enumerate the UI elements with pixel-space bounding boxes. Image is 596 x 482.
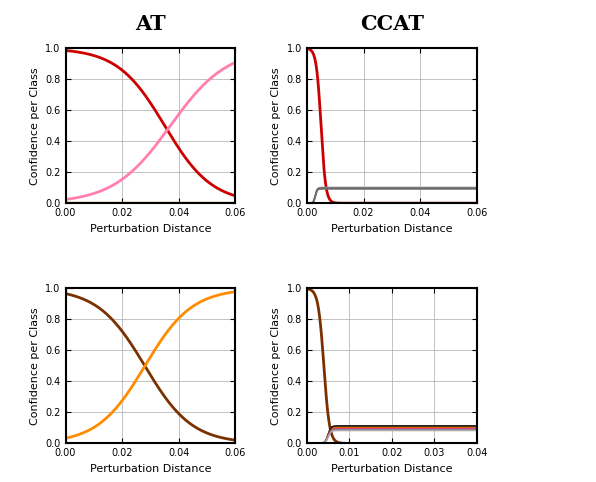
X-axis label: Perturbation Distance: Perturbation Distance (331, 464, 452, 474)
X-axis label: Perturbation Distance: Perturbation Distance (90, 464, 211, 474)
Y-axis label: Confidence per Class: Confidence per Class (30, 67, 40, 185)
Y-axis label: Confidence per Class: Confidence per Class (30, 307, 40, 425)
Y-axis label: Confidence per Class: Confidence per Class (271, 67, 281, 185)
X-axis label: Perturbation Distance: Perturbation Distance (90, 224, 211, 234)
Text: AT: AT (135, 14, 166, 34)
Y-axis label: Confidence per Class: Confidence per Class (271, 307, 281, 425)
X-axis label: Perturbation Distance: Perturbation Distance (331, 224, 452, 234)
Text: CCAT: CCAT (360, 14, 424, 34)
